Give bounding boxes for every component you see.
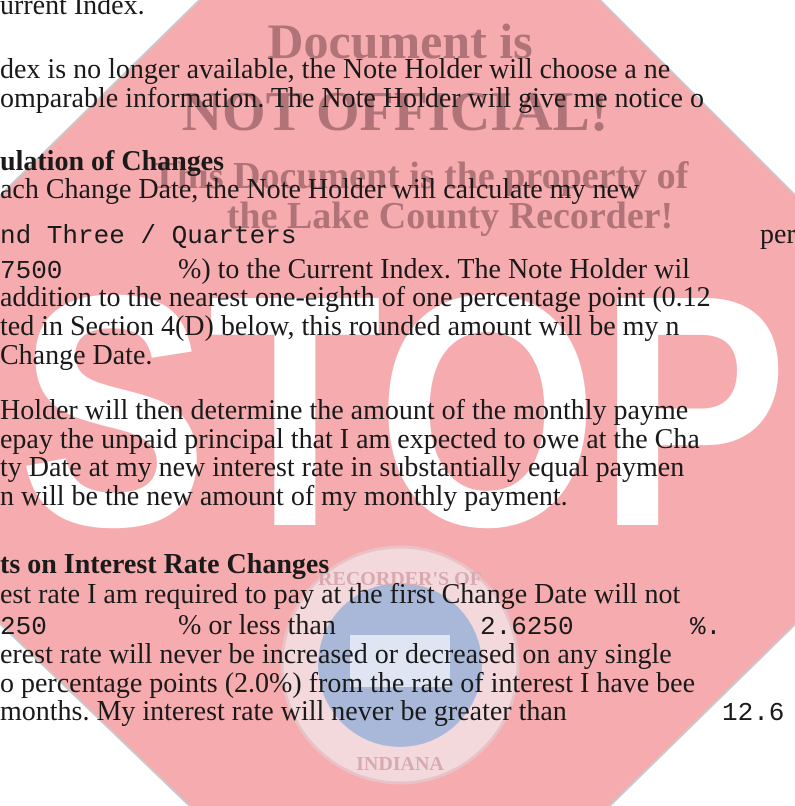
text-line: o percentage points (2.0%) from the rate… (0, 668, 695, 699)
text-line: est rate I am required to pay at the fir… (0, 579, 681, 610)
text-line: Holder will then determine the amount of… (0, 395, 688, 426)
seal-book (350, 635, 450, 687)
text-line: ted in Section 4(D) below, this rounded … (0, 311, 679, 342)
text-line: 12.6 (722, 698, 784, 728)
watermark-text: the Lake County Recorder! (227, 195, 673, 237)
text-line: omparable information. The Note Holder w… (0, 83, 704, 114)
text-line: ach Change Date, the Note Holder will ca… (0, 174, 640, 205)
seal-text: RECORDER'S OF (318, 568, 482, 590)
text-line: erest rate will never be increased or de… (0, 639, 672, 670)
text-line: per (760, 219, 795, 250)
text-line: %) to the Current Index. The Note Holder… (178, 254, 690, 285)
text-line: % or less than (178, 610, 336, 641)
heading: ulation of Changes (0, 146, 224, 177)
watermark-text: Document is (267, 13, 532, 69)
text-line: 2.6250 (480, 612, 574, 642)
text-line: 250 (0, 612, 47, 642)
text-line: urrent Index. (0, 0, 145, 21)
text-line: dex is no longer available, the Note Hol… (0, 54, 670, 85)
text-line: %. (690, 612, 721, 642)
text-line: epay the unpaid principal that I am expe… (0, 424, 700, 455)
text-line: 7500 (0, 256, 62, 286)
stop-text: STOP (18, 226, 788, 595)
text-line: Change Date. (0, 340, 152, 371)
document-text: urrent Index. dex is no longer available… (0, 0, 795, 728)
heading: ts on Interest Rate Changes (0, 549, 329, 580)
seal-text: INDIANA (356, 753, 444, 775)
text-line: nd Three / Quarters (0, 221, 296, 251)
text-line: ty Date at my new interest rate in subst… (0, 452, 684, 483)
watermark-text: NOT OFFICIAL! (182, 81, 609, 143)
watermark-text: This Document is the property of (152, 155, 690, 197)
text-line: n will be the new amount of my monthly p… (0, 481, 568, 512)
text-line: months. My interest rate will never be g… (0, 696, 567, 727)
text-line: addition to the nearest one-eighth of on… (0, 282, 711, 313)
